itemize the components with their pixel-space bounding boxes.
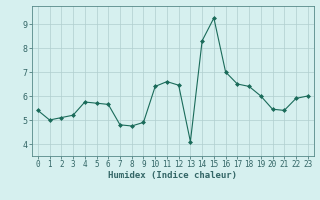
X-axis label: Humidex (Indice chaleur): Humidex (Indice chaleur) xyxy=(108,171,237,180)
